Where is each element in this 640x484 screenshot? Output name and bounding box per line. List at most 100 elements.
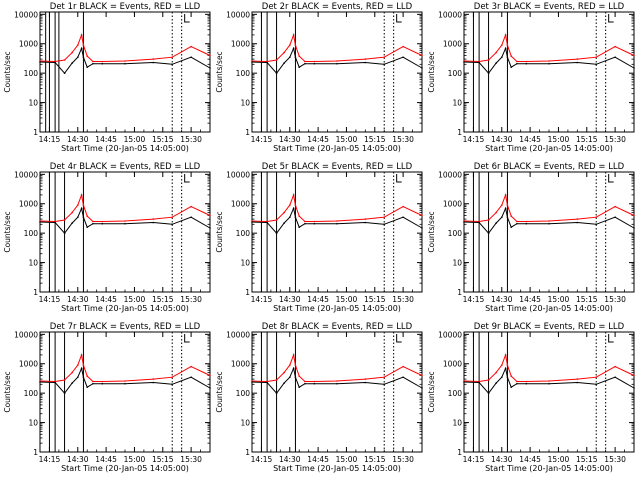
bracket-symbol [396, 14, 402, 23]
data-point [39, 221, 41, 223]
data-point [86, 386, 88, 389]
data-point [209, 214, 211, 217]
data-point [495, 371, 497, 374]
data-point [80, 34, 83, 36]
data-point [71, 382, 73, 384]
series-line-lld [39, 33, 211, 63]
data-point [283, 211, 285, 214]
data-point [275, 59, 278, 61]
data-point [525, 382, 528, 385]
bracket-symbol [184, 334, 190, 343]
panel-title: Det 5r BLACK = Events, RED = LLD [262, 162, 413, 172]
data-point [251, 381, 253, 383]
data-point [510, 215, 512, 217]
x-tick-label: 15:15 [364, 135, 386, 144]
data-point [463, 61, 465, 63]
data-point [292, 34, 295, 36]
panel-title: Det 8r BLACK = Events, RED = LLD [262, 322, 413, 332]
data-point [266, 61, 268, 64]
panel-title: Det 7r BLACK = Events, RED = LLD [50, 322, 201, 332]
x-tick-label: 15:30 [180, 295, 202, 304]
y-tick-label: 1000 [19, 40, 38, 49]
data-point [82, 204, 85, 206]
data-point [463, 221, 465, 223]
x-tick-label: 15:15 [576, 455, 598, 464]
data-point [92, 382, 94, 385]
data-point [516, 222, 518, 225]
y-tick-label: 1000 [231, 200, 250, 209]
data-point [209, 54, 211, 57]
y-tick-label: 100 [448, 69, 463, 78]
series-line-lld [251, 193, 423, 223]
x-tick-label: 15:15 [576, 295, 598, 304]
chart-panel: Det 1r BLACK = Events, RED = LLD 1 10 100 10… [3, 2, 211, 153]
x-tick-label: 14:30 [67, 295, 89, 304]
data-point [298, 375, 301, 377]
data-point [614, 56, 616, 58]
y-tick-label: 1 [245, 128, 250, 137]
data-point [171, 223, 173, 226]
x-tick-label: 14:45 [307, 295, 329, 304]
data-point [289, 376, 291, 379]
x-tick-label: 15:15 [152, 455, 174, 464]
y-tick-label: 10 [240, 419, 250, 428]
data-point [525, 60, 528, 63]
data-point [289, 56, 291, 58]
bracket-symbol [396, 174, 402, 183]
y-tick-label: 10 [28, 419, 38, 428]
data-point [402, 365, 404, 368]
series-line-lld [463, 353, 635, 383]
data-point [80, 354, 83, 356]
data-point [504, 367, 507, 370]
data-point [92, 62, 94, 65]
data-point [576, 381, 579, 384]
chart-panel: Det 7r BLACK = Events, RED = LLD 1 10 100 10… [3, 322, 211, 473]
data-point [595, 216, 597, 218]
data-point [275, 392, 278, 395]
data-point [283, 222, 285, 224]
data-point [39, 381, 41, 383]
data-point [71, 371, 73, 374]
data-point [495, 222, 497, 224]
data-point [510, 386, 512, 389]
data-point [525, 62, 528, 65]
data-point [294, 44, 297, 46]
panel-title: Det 3r BLACK = Events, RED = LLD [474, 2, 625, 12]
data-point [495, 211, 497, 214]
x-tick-label: 15:00 [548, 135, 570, 144]
x-tick-label: 15:30 [392, 295, 414, 304]
data-point [124, 380, 126, 382]
x-tick-label: 14:15 [463, 135, 485, 144]
data-point [152, 381, 155, 384]
x-tick-label: 14:45 [95, 135, 117, 144]
data-point [298, 215, 301, 217]
x-tick-label: 14:15 [251, 295, 273, 304]
data-point [124, 220, 126, 222]
data-point [364, 218, 367, 220]
x-axis-label: Start Time (20-Jan-05 14:05:00) [61, 304, 189, 313]
y-tick-label: 10000 [14, 330, 38, 339]
x-tick-label: 14:15 [463, 295, 485, 304]
y-tick-label: 1000 [19, 200, 38, 209]
data-point [283, 371, 285, 374]
data-point [171, 56, 173, 58]
data-point [275, 72, 278, 74]
data-point [283, 51, 285, 54]
x-tick-label: 14:45 [307, 135, 329, 144]
data-point [266, 381, 268, 384]
data-point [336, 220, 338, 222]
y-axis-label: Counts/sec [427, 371, 436, 412]
data-point [402, 45, 404, 48]
data-point [39, 61, 41, 63]
x-axis-label: Start Time (20-Jan-05 14:05:00) [273, 144, 401, 153]
data-point [101, 60, 104, 63]
y-tick-label: 10 [240, 259, 250, 268]
data-point [504, 47, 507, 50]
data-point [190, 205, 192, 208]
x-tick-label: 15:15 [364, 455, 386, 464]
data-point [313, 220, 316, 223]
data-point [364, 378, 367, 380]
data-point [478, 221, 480, 224]
data-point [595, 383, 597, 386]
